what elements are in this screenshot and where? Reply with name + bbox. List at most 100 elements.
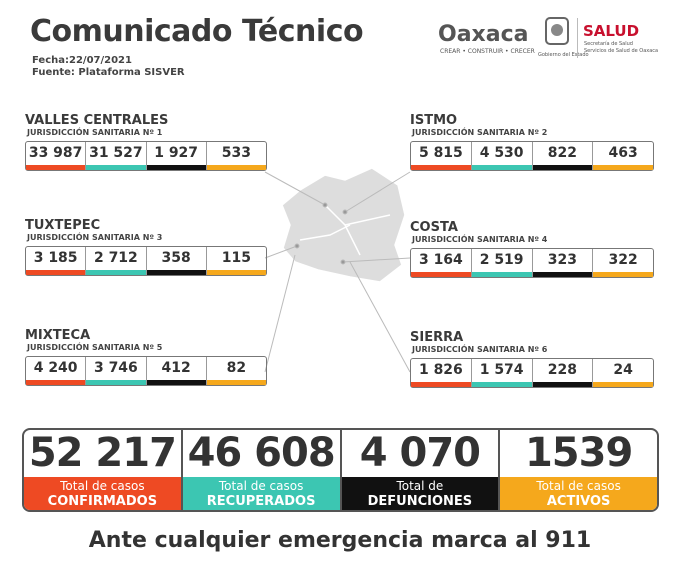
total-column: 4 070 Total de DEFUNCIONES bbox=[341, 430, 501, 510]
total-value: 46 608 bbox=[187, 430, 336, 476]
color-bar bbox=[206, 165, 266, 170]
color-bar bbox=[411, 165, 471, 170]
color-bar bbox=[206, 270, 266, 275]
color-bar bbox=[146, 380, 206, 385]
color-bar bbox=[146, 270, 206, 275]
state-motto: CREAR • CONSTRUIR • CRECER bbox=[440, 48, 535, 55]
health-sub: Secretaría de Salud bbox=[584, 41, 633, 47]
total-label: Total de casos CONFIRMADOS bbox=[24, 477, 181, 510]
region-name: SIERRA bbox=[410, 330, 464, 345]
region-value: 3 164 bbox=[411, 249, 472, 277]
region-name: TUXTEPEC bbox=[25, 218, 101, 233]
color-bar bbox=[86, 165, 146, 170]
color-bar bbox=[411, 272, 471, 277]
region-value: 5 815 bbox=[411, 142, 472, 170]
label-line: Total de casos bbox=[60, 479, 145, 493]
color-bar bbox=[86, 380, 146, 385]
region-value: 82 bbox=[206, 357, 266, 385]
map bbox=[264, 167, 411, 373]
region-name: VALLES CENTRALES bbox=[25, 113, 169, 128]
region-jurisdiction: JURISDICCIÓN SANITARIA Nº 5 bbox=[27, 343, 163, 352]
source: Fuente: Plataforma SISVER bbox=[32, 67, 185, 78]
total-value: 52 217 bbox=[28, 430, 177, 476]
region-value: 463 bbox=[593, 142, 653, 170]
total-column: 1539 Total de casos ACTIVOS bbox=[500, 430, 657, 510]
government: Gobierno del Estado bbox=[538, 52, 589, 58]
region-name: COSTA bbox=[410, 220, 458, 235]
color-bar bbox=[471, 272, 532, 277]
total-label: Total de DEFUNCIONES bbox=[341, 477, 499, 510]
region-jurisdiction: JURISDICCIÓN SANITARIA Nº 2 bbox=[412, 128, 548, 137]
region-value: 323 bbox=[532, 249, 594, 277]
color-bar bbox=[26, 270, 86, 275]
region-jurisdiction: JURISDICCIÓN SANITARIA Nº 4 bbox=[412, 235, 548, 244]
region-value: 1 927 bbox=[146, 142, 207, 170]
color-bar bbox=[532, 272, 593, 277]
total-label: Total de casos RECUPERADOS bbox=[182, 477, 340, 510]
color-bar bbox=[593, 272, 653, 277]
region-value: 24 bbox=[593, 359, 653, 387]
color-bar bbox=[146, 165, 206, 170]
label-line: ACTIVOS bbox=[546, 494, 611, 509]
region-value: 2 519 bbox=[471, 249, 533, 277]
region-values: 3 185 2 712 358 115 bbox=[25, 246, 267, 276]
color-bar bbox=[471, 165, 532, 170]
totals: 52 217 Total de casos CONFIRMADOS 46 608 Tot… bbox=[22, 428, 659, 512]
region-value: 4 240 bbox=[26, 357, 87, 385]
region-values: 5 815 4 530 822 463 bbox=[410, 141, 654, 171]
region-value: 115 bbox=[206, 247, 266, 275]
label-line: Total de casos bbox=[218, 479, 304, 493]
region-value: 322 bbox=[593, 249, 653, 277]
title: Comunicado Técnico bbox=[30, 14, 364, 49]
region-values: 1 826 1 574 228 24 bbox=[410, 358, 654, 388]
state-logo: Oaxaca bbox=[438, 22, 529, 47]
color-bar bbox=[26, 380, 86, 385]
color-bar bbox=[26, 165, 86, 170]
region-value: 358 bbox=[146, 247, 207, 275]
region-value: 4 530 bbox=[471, 142, 533, 170]
region-value: 822 bbox=[532, 142, 594, 170]
coat-of-arms bbox=[545, 17, 569, 45]
region-jurisdiction: JURISDICCIÓN SANITARIA Nº 1 bbox=[27, 128, 163, 137]
label-line: Total de bbox=[396, 479, 444, 493]
color-bar bbox=[532, 165, 593, 170]
label-line: Total de casos bbox=[536, 479, 621, 493]
region-value: 1 826 bbox=[411, 359, 472, 387]
total-value: 4 070 bbox=[359, 430, 481, 476]
region-jurisdiction: JURISDICCIÓN SANITARIA Nº 6 bbox=[412, 345, 548, 354]
label-line: DEFUNCIONES bbox=[367, 494, 473, 509]
date: Fecha:22/07/2021 bbox=[32, 55, 132, 66]
color-bar bbox=[593, 165, 653, 170]
color-bar bbox=[532, 382, 593, 387]
region-value: 1 574 bbox=[471, 359, 533, 387]
region-value: 31 527 bbox=[86, 142, 147, 170]
health-sub: Servicios de Salud de Oaxaca bbox=[584, 48, 659, 54]
color-bar bbox=[593, 382, 653, 387]
label-line: CONFIRMADOS bbox=[47, 494, 158, 509]
region-values: 3 164 2 519 323 322 bbox=[410, 248, 654, 278]
region-value: 3 746 bbox=[86, 357, 147, 385]
region-values: 33 987 31 527 1 927 533 bbox=[25, 141, 267, 171]
color-bar bbox=[206, 380, 266, 385]
color-bar bbox=[471, 382, 532, 387]
total-column: 52 217 Total de casos CONFIRMADOS bbox=[24, 430, 183, 510]
total-column: 46 608 Total de casos RECUPERADOS bbox=[182, 430, 342, 510]
divider bbox=[577, 18, 578, 58]
region-value: 412 bbox=[146, 357, 207, 385]
region-name: MIXTECA bbox=[25, 328, 91, 343]
region-value: 228 bbox=[532, 359, 594, 387]
label-line: RECUPERADOS bbox=[206, 494, 316, 509]
region-name: ISTMO bbox=[410, 113, 458, 128]
color-bar bbox=[411, 382, 471, 387]
region-value: 3 185 bbox=[26, 247, 87, 275]
region-value: 533 bbox=[206, 142, 266, 170]
region-jurisdiction: JURISDICCIÓN SANITARIA Nº 3 bbox=[27, 233, 163, 242]
region-value: 2 712 bbox=[86, 247, 147, 275]
region-value: 33 987 bbox=[26, 142, 87, 170]
footer: Ante cualquier emergencia marca al 911 bbox=[88, 528, 592, 553]
color-bar bbox=[86, 270, 146, 275]
total-label: Total de casos ACTIVOS bbox=[500, 477, 657, 510]
region-values: 4 240 3 746 412 82 bbox=[25, 356, 267, 386]
health-logo: SALUD bbox=[583, 22, 640, 40]
